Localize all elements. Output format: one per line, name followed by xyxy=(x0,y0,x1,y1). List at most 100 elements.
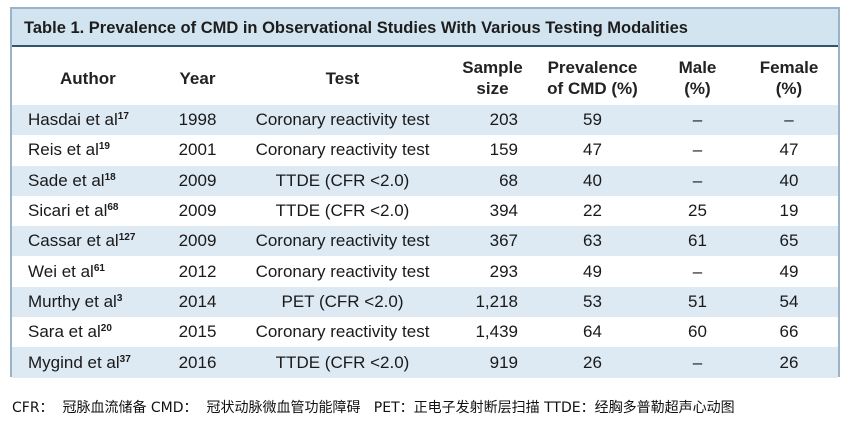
table-cell: 47 xyxy=(583,140,602,160)
author-cell: Murthy et al3 xyxy=(12,286,165,318)
table-row: Hasdai et al17 1998 Coronary reactivity te… xyxy=(12,105,838,136)
table-cell: – xyxy=(692,261,703,281)
table-row: Murthy et al3 2014 PET (CFR <2.0) 1,218 53 51… xyxy=(12,286,838,318)
table-cell: – xyxy=(655,165,740,196)
table-body: Hasdai et al17 1998 Coronary reactivity te… xyxy=(12,105,838,378)
author-name: Hasdai et al xyxy=(28,110,118,130)
table-cell: 159 xyxy=(489,140,518,160)
footnote: CFR： 冠脉血流储备 CMD： 冠状动脉微血管功能障碍 PET：正电子发射断层… xyxy=(12,400,735,416)
author-name: Reis et al xyxy=(28,140,99,160)
column-header: Female (%) xyxy=(759,58,819,98)
author-name: Murthy et al xyxy=(28,291,117,311)
reference: 18 xyxy=(104,171,116,183)
table-cell: 26 xyxy=(530,347,655,378)
column-header: Male (%) xyxy=(678,58,717,98)
table-cell: 40 xyxy=(530,165,655,196)
table-cell: 1998 xyxy=(165,105,230,136)
column-header: Year xyxy=(179,68,216,88)
column-header: Author xyxy=(60,68,116,88)
table-cell: 25 xyxy=(688,201,707,221)
reference: 19 xyxy=(98,141,110,153)
column-header: Sample size xyxy=(462,58,523,98)
reference: 20 xyxy=(100,323,112,335)
table-cell: – xyxy=(655,105,740,136)
table-cell: 51 xyxy=(655,286,740,318)
table-cell: TTDE (CFR <2.0) xyxy=(275,201,410,221)
table-cell: 367 xyxy=(455,226,530,257)
table-cell: Coronary reactivity test xyxy=(255,140,430,160)
reference: 3 xyxy=(116,292,123,304)
table-cell: – xyxy=(692,140,703,160)
table-cell: 49 xyxy=(583,261,602,281)
table-cell: 26 xyxy=(740,347,838,378)
table-row: Mygind et al37 2016 TTDE (CFR <2.0) 919 26–2… xyxy=(12,347,838,378)
table-row: Wei et al61 2012 Coronary reactivity test 2… xyxy=(12,256,838,286)
table-cell: 59 xyxy=(530,105,655,136)
table-row: Sicari et al68 2009 TTDE (CFR <2.0) 394 22 25… xyxy=(12,196,838,226)
table-cell: 2009 xyxy=(178,201,217,221)
table-cell: 68 xyxy=(455,165,530,196)
table-title: Table 1. Prevalence of CMD in Observatio… xyxy=(12,9,838,47)
table: Author Year Test Sample size Prevalence of C… xyxy=(12,51,838,378)
table-cell: Coronary reactivity test xyxy=(230,105,455,136)
table-cell: 40 xyxy=(740,165,838,196)
table-row: Sade et al18 2009 TTDE (CFR <2.0) 68 40–40 xyxy=(12,165,838,196)
author-cell: Sicari et al68 xyxy=(12,196,165,226)
table-cell: 61 xyxy=(655,226,740,257)
table-cell: Coronary reactivity test xyxy=(255,261,430,281)
table-cell: 2014 xyxy=(165,286,230,318)
author-name: Sicari et al xyxy=(28,201,108,221)
author-name: Wei et al xyxy=(28,261,94,281)
author-cell: Sade et al18 xyxy=(12,165,165,196)
table-row: Reis et al19 2001 Coronary reactivity test… xyxy=(12,135,838,165)
table-cell: TTDE (CFR <2.0) xyxy=(230,347,455,378)
table-row: Cassar et al127 2009 Coronary reactivity t… xyxy=(12,226,838,257)
table-cell: 293 xyxy=(489,261,518,281)
reference: 68 xyxy=(107,202,119,214)
table-cell: 19 xyxy=(779,201,799,221)
author-cell: Reis et al19 xyxy=(12,135,165,165)
author-cell: Sara et al20 xyxy=(12,317,165,347)
table-frame: Table 1. Prevalence of CMD in Observatio… xyxy=(10,7,840,378)
table-cell: 66 xyxy=(779,322,799,342)
author-cell: Cassar et al127 xyxy=(12,226,165,257)
table-cell: Coronary reactivity test xyxy=(255,322,430,342)
table-cell: 65 xyxy=(740,226,838,257)
table-cell: 1,439 xyxy=(475,322,518,342)
table-cell: 394 xyxy=(489,201,518,221)
reference: 37 xyxy=(119,353,131,365)
table-cell: – xyxy=(655,347,740,378)
table-cell: 63 xyxy=(530,226,655,257)
table-cell: 1,218 xyxy=(455,286,530,318)
author-cell: Hasdai et al17 xyxy=(12,105,165,136)
table-row: Sara et al20 2015 Coronary reactivity test… xyxy=(12,317,838,347)
author-cell: Mygind et al37 xyxy=(12,347,165,378)
author-name: Sara et al xyxy=(28,322,101,342)
table-cell: 2016 xyxy=(165,347,230,378)
table-cell: 2001 xyxy=(178,140,217,160)
table-cell: Coronary reactivity test xyxy=(230,226,455,257)
table-cell: 2015 xyxy=(178,322,217,342)
reference: 127 xyxy=(118,232,136,244)
reference: 61 xyxy=(93,262,105,274)
table-cell: 203 xyxy=(455,105,530,136)
author-name: Mygind et al xyxy=(28,352,120,372)
reference: 17 xyxy=(117,111,129,123)
table-cell: TTDE (CFR <2.0) xyxy=(230,165,455,196)
author-name: Cassar et al xyxy=(28,231,119,251)
column-header: Test xyxy=(325,68,360,88)
table-cell: – xyxy=(740,105,838,136)
column-header: Prevalence of CMD (%) xyxy=(547,58,638,98)
table-cell: 49 xyxy=(779,261,799,281)
header-row: Author Year Test Sample size Prevalence of C… xyxy=(12,51,838,105)
table-cell: 47 xyxy=(779,140,799,160)
table-cell: 53 xyxy=(530,286,655,318)
table-cell: PET (CFR <2.0) xyxy=(230,286,455,318)
table-cell: 2009 xyxy=(165,165,230,196)
author-name: Sade et al xyxy=(28,170,105,190)
table-cell: 60 xyxy=(688,322,707,342)
table-cell: 54 xyxy=(740,286,838,318)
table-cell: 919 xyxy=(455,347,530,378)
table-cell: 22 xyxy=(583,201,602,221)
